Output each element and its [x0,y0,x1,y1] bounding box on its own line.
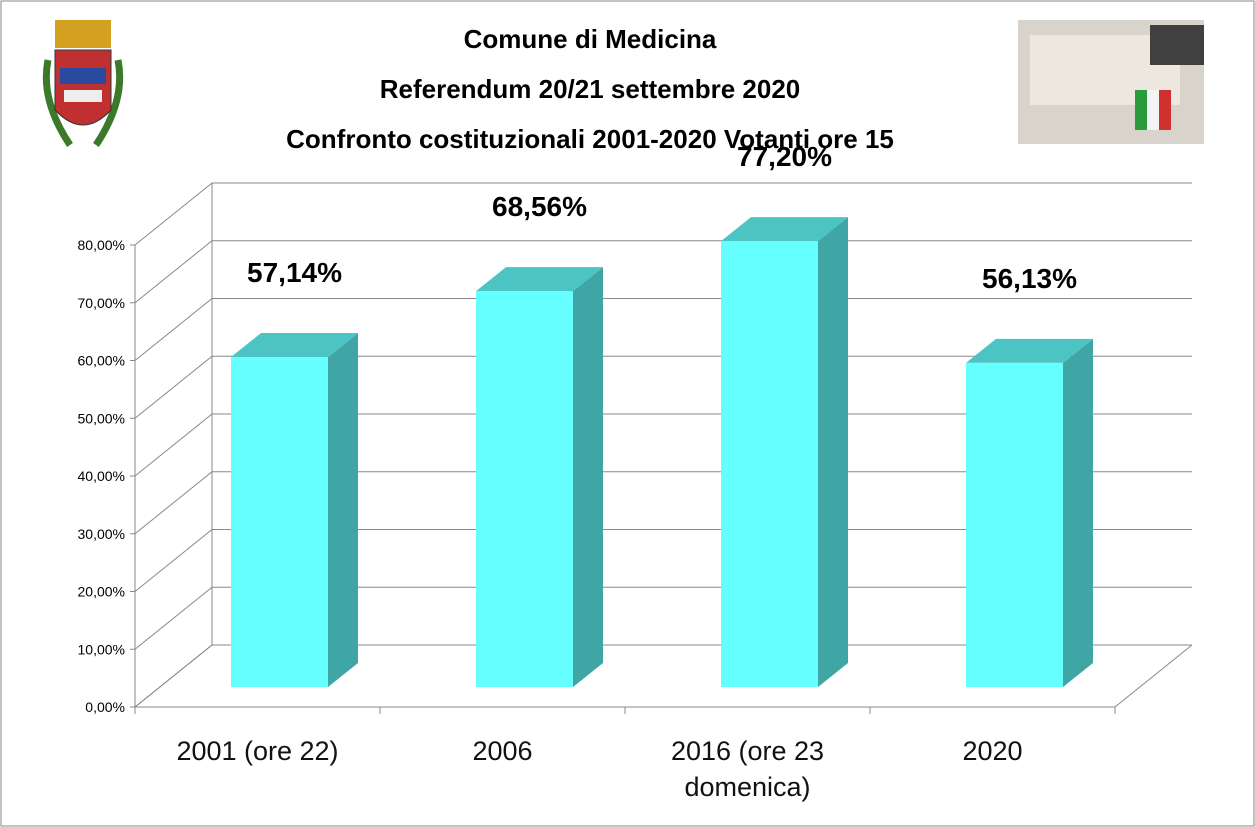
y-tick-label: 70,00% [78,295,125,311]
bar-side [328,333,358,687]
value-label: 56,13% [982,263,1077,294]
y-tick-label: 30,00% [78,526,125,542]
bar [231,357,328,687]
x-tick-label: 2006 [388,733,618,769]
y-tick-label: 20,00% [78,584,125,600]
bar-side [818,217,848,687]
x-tick-label: 2020 [878,733,1108,769]
y-tick-label: 0,00% [85,699,125,715]
bar-side [573,267,603,687]
constitution-image [1018,20,1204,144]
value-label: 57,14% [247,257,342,288]
value-label: 68,56% [492,191,587,222]
bar [721,241,818,687]
y-tick-label: 50,00% [78,410,125,426]
chart-title: Referendum 20/21 settembre 2020 [380,74,801,104]
value-label: 77,20% [737,141,832,172]
chart: Comune di Medicina Referendum 20/21 sett… [0,0,1255,827]
x-tick-label: 2016 (ore 23 domenica) [633,733,863,805]
x-tick-label: 2001 (ore 22) [143,733,373,769]
bar-side [1063,339,1093,687]
bar [476,291,573,687]
y-tick-label: 80,00% [78,237,125,253]
y-tick-label: 40,00% [78,468,125,484]
y-tick-label: 60,00% [78,353,125,369]
bar [966,363,1063,687]
page: Comune di Medicina Referendum 20/21 sett… [0,0,1255,827]
y-tick-label: 10,00% [78,641,125,657]
chart-title: Comune di Medicina [464,24,717,54]
